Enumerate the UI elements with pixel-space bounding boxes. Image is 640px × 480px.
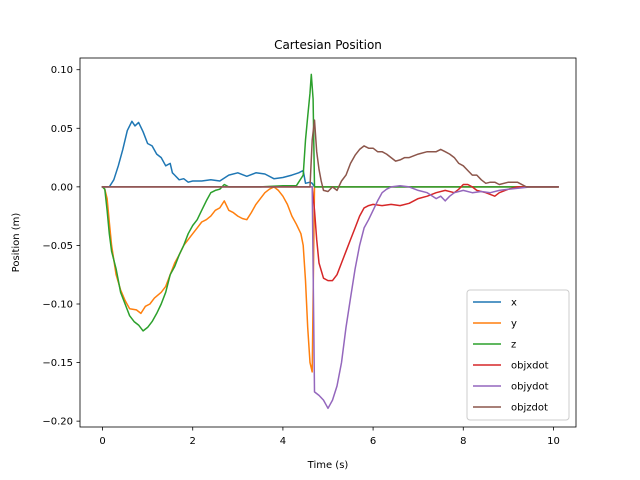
x-tick-label: 4 [280, 436, 286, 447]
y-tick-label: 0.05 [51, 124, 73, 135]
legend-label-objydot: objydot [511, 382, 549, 393]
series-line-z [101, 73, 559, 332]
y-tick-label: −0.05 [42, 241, 73, 252]
y-tick-label: −0.10 [42, 300, 73, 311]
series-line-objzdot [101, 119, 559, 193]
series-line-y [101, 185, 559, 373]
x-tick-label: 8 [460, 436, 466, 447]
chart-title: Cartesian Position [274, 38, 382, 52]
legend-label-objzdot: objzdot [511, 403, 548, 414]
plot-series [101, 73, 559, 410]
legend: xyz objxdot objydot objzdot [466, 289, 570, 421]
x-axis-ticks: 0 2 4 6 8 10 [99, 427, 560, 447]
legend-label-y: y [511, 319, 517, 330]
series-line-x [101, 120, 559, 188]
x-tick-label: 10 [547, 436, 560, 447]
legend-label-z: z [511, 340, 516, 351]
y-tick-label: −0.20 [42, 417, 73, 428]
y-axis-ticks: 0.10 0.05 0.00 −0.05 −0.10 −0.15 −0.20 [42, 65, 80, 428]
x-tick-label: 2 [190, 436, 196, 447]
y-tick-label: 0.10 [51, 65, 73, 76]
legend-label-x: x [511, 298, 517, 309]
x-axis-label: Time (s) [307, 460, 349, 471]
x-tick-label: 0 [99, 436, 105, 447]
plot-frame [79, 57, 577, 428]
series-line-objydot [101, 184, 559, 410]
x-tick-label: 6 [370, 436, 376, 447]
y-tick-label: −0.15 [42, 358, 73, 369]
legend-label-objxdot: objxdot [511, 361, 549, 372]
y-tick-label: 0.00 [51, 182, 73, 193]
legend-box [466, 289, 570, 421]
y-axis-label: Position (m) [11, 213, 22, 273]
